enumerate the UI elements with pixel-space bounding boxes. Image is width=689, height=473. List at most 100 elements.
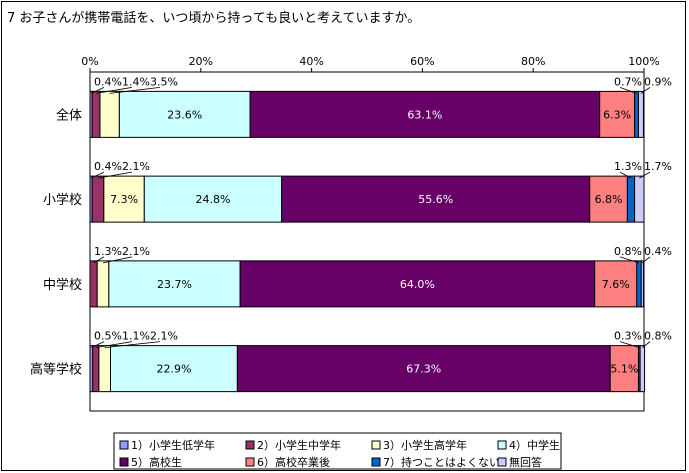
bars xyxy=(89,90,646,393)
data-label: 23.7% xyxy=(157,278,192,291)
bar-segment xyxy=(594,260,638,308)
bar-segment xyxy=(637,90,644,138)
x-tick-label: 0% xyxy=(81,55,98,68)
data-label: 1.3% xyxy=(614,160,642,173)
legend-swatch xyxy=(497,457,507,467)
legend-label: 2）小学生中学年 xyxy=(257,438,341,452)
bar-segment xyxy=(609,345,639,393)
legend-swatch xyxy=(119,457,129,467)
legend-swatch xyxy=(119,440,129,450)
bar-segment xyxy=(239,260,596,308)
bar-segment xyxy=(634,90,639,138)
data-label: 55.6% xyxy=(418,193,453,206)
category-label: 小学校 xyxy=(43,192,82,208)
data-label: 5.1% xyxy=(610,363,638,376)
leader-line xyxy=(640,87,651,94)
bar-segment xyxy=(91,90,101,138)
legend-label: 5）高校生 xyxy=(131,455,182,469)
data-label: 1.7% xyxy=(644,160,672,173)
bar-segment xyxy=(236,345,611,393)
data-label: 2.1% xyxy=(122,245,150,258)
leader-line xyxy=(619,341,640,349)
legend-swatch xyxy=(245,440,255,450)
data-label: 2.1% xyxy=(150,330,178,343)
x-tick-label: 60% xyxy=(410,55,434,68)
data-label: 22.9% xyxy=(156,363,191,376)
data-label: 7.6% xyxy=(602,278,630,291)
leader-line xyxy=(90,171,105,179)
data-label: 6.8% xyxy=(595,193,623,206)
legend-label: 無回答 xyxy=(509,455,542,469)
data-label: 1.3% xyxy=(94,245,122,258)
data-label: 6.3% xyxy=(603,108,631,121)
category-label: 中学校 xyxy=(43,277,82,293)
category-label: 高等学校 xyxy=(30,362,82,378)
data-label: 0.7% xyxy=(614,75,642,88)
leader-line xyxy=(97,171,133,179)
leader-line xyxy=(96,86,133,94)
bar-segment xyxy=(634,175,645,223)
legend-swatch xyxy=(371,457,381,467)
legend-label: 1）小学生低学年 xyxy=(131,438,215,452)
data-label: 0.8% xyxy=(614,245,642,258)
bar-segment xyxy=(108,260,241,308)
leader-line xyxy=(642,341,651,348)
data-label: 67.3% xyxy=(406,363,441,376)
data-label: 0.3% xyxy=(614,330,642,343)
leader-line xyxy=(619,256,640,264)
data-label: 24.8% xyxy=(196,193,231,206)
x-tick-label: 20% xyxy=(189,55,213,68)
data-label: 7.3% xyxy=(110,193,138,206)
data-labels: 23.6% 63.1% 6.3%0.4% 1.4% 3.5% 0.7% 0.9%7.3% 24… xyxy=(90,75,672,376)
legend-label: 4）中学生 xyxy=(509,438,560,452)
data-label: 1.4% xyxy=(122,75,150,88)
bar-segment xyxy=(640,260,644,308)
x-tick-label: 40% xyxy=(299,55,323,68)
bar-segment xyxy=(589,175,628,223)
bar-segment xyxy=(143,175,283,223)
bar-segment xyxy=(96,260,110,308)
data-label: 2.1% xyxy=(122,160,150,173)
data-label: 64.0% xyxy=(400,278,435,291)
data-label: 0.4% xyxy=(644,245,672,258)
bar-segment xyxy=(92,345,100,393)
data-label: 0.4% xyxy=(94,75,122,88)
legend-box xyxy=(113,432,562,470)
leader-line xyxy=(109,86,161,94)
leader-line xyxy=(639,171,651,179)
x-tick-label: 100% xyxy=(628,55,659,68)
leader-line xyxy=(91,341,105,348)
leader-line xyxy=(90,87,105,94)
data-label: 0.8% xyxy=(644,330,672,343)
leader-line xyxy=(104,341,161,349)
leader-line xyxy=(93,256,105,264)
leader-line xyxy=(95,341,133,349)
data-label: 0.4% xyxy=(94,160,122,173)
data-label: 0.9% xyxy=(644,75,672,88)
bar-segment xyxy=(118,90,251,138)
bar-segment xyxy=(91,175,105,223)
bar-segment xyxy=(99,90,120,138)
x-axis-ticks: 0% 20% 40% 60% 80% 100% xyxy=(81,55,660,72)
data-label: 0.5% xyxy=(94,330,122,343)
bar-segment xyxy=(109,345,238,393)
legend-swatch xyxy=(245,457,255,467)
bar-segment xyxy=(639,345,646,393)
leader-line xyxy=(619,171,632,179)
bar-segment xyxy=(626,175,636,223)
legend-label: 3）小学生高学年 xyxy=(383,438,467,452)
bar-segment xyxy=(98,345,111,393)
leader-line xyxy=(102,256,133,264)
legend-swatch xyxy=(497,440,507,450)
data-label: 1.1% xyxy=(122,330,150,343)
data-label: 3.5% xyxy=(150,75,178,88)
legend-label: 6）高校卒業後 xyxy=(257,455,330,469)
legend-swatch xyxy=(371,440,381,450)
bar-segment xyxy=(636,260,642,308)
category-label: 全体 xyxy=(56,107,82,123)
bar-segment xyxy=(89,260,98,308)
bar-segment xyxy=(281,175,591,223)
legend: 1）小学生低学年 2）小学生中学年 3）小学生高学年 4）中学生 5）高校生 6）高校卒業… xyxy=(113,432,562,470)
